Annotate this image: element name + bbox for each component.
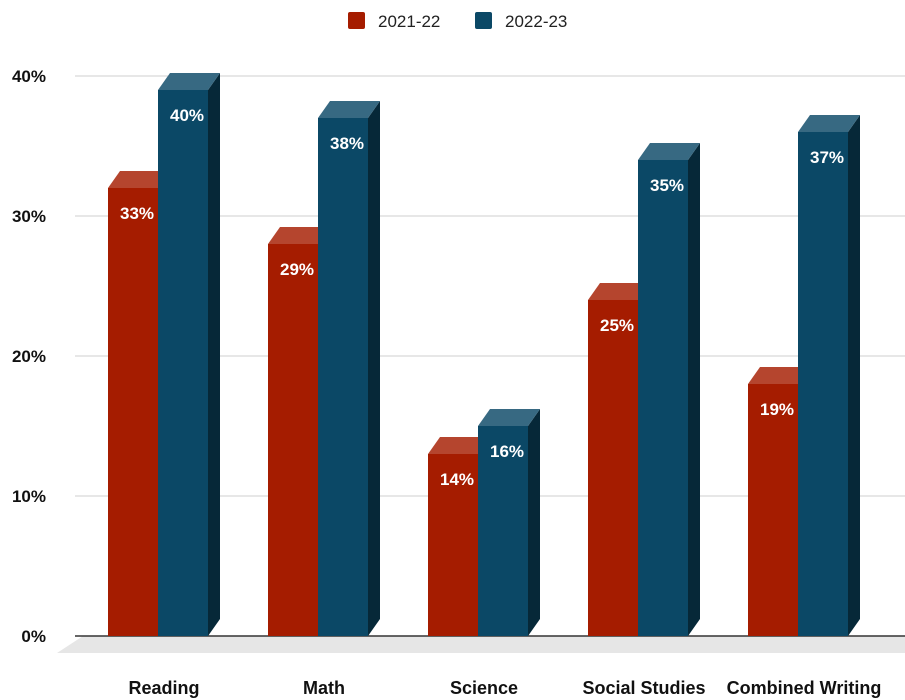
chart-floor	[57, 636, 905, 653]
data-label-2021-22-reading: 33%	[120, 204, 154, 223]
bar-top-face	[108, 171, 170, 188]
bar-front-face	[748, 384, 798, 636]
bar-side-face	[848, 115, 860, 636]
y-tick-label: 20%	[12, 347, 46, 366]
data-label-2022-23-combined-writing: 37%	[810, 148, 844, 167]
legend-item-2021-22: 2021-22	[348, 12, 440, 31]
data-labels: 33% 40% 29% 38% 14% 16% 25% 35% 19% 37%	[120, 106, 844, 489]
bar-front-face	[158, 90, 208, 636]
category-label-science: Science	[450, 678, 518, 698]
bar-front-face	[268, 244, 318, 636]
legend: 2021-22 2022-23	[348, 12, 567, 31]
bar-front-face	[108, 188, 158, 636]
bar-2021-22-combined-writing	[748, 367, 810, 636]
legend-swatch	[475, 12, 492, 29]
data-label-2021-22-science: 14%	[440, 470, 474, 489]
bar-2022-23-combined-writing	[798, 115, 860, 636]
chart-floor-surface	[57, 636, 905, 653]
bar-top-face	[588, 283, 650, 300]
bar-side-face	[208, 73, 220, 636]
bar-top-face	[268, 227, 330, 244]
legend-label: 2022-23	[505, 12, 567, 31]
bar-front-face	[798, 132, 848, 636]
bar-side-face	[528, 409, 540, 636]
bar-top-face	[478, 409, 540, 426]
bar-side-face	[688, 143, 700, 636]
bar-top-face	[748, 367, 810, 384]
y-axis-ticks: 0% 10% 20% 30% 40%	[12, 67, 46, 646]
data-label-2021-22-combined-writing: 19%	[760, 400, 794, 419]
category-label-math: Math	[303, 678, 345, 698]
bar-front-face	[428, 454, 478, 636]
bar-top-face	[318, 101, 380, 118]
data-label-2021-22-math: 29%	[280, 260, 314, 279]
bar-front-face	[318, 118, 368, 636]
bar-front-face	[638, 160, 688, 636]
data-label-2022-23-reading: 40%	[170, 106, 204, 125]
bar-2022-23-social-studies	[638, 143, 700, 636]
category-label-reading: Reading	[128, 678, 199, 698]
legend-item-2022-23: 2022-23	[475, 12, 567, 31]
data-label-2022-23-math: 38%	[330, 134, 364, 153]
bars	[108, 73, 860, 636]
bar-top-face	[638, 143, 700, 160]
category-label-combined-writing: Combined Writing	[727, 678, 882, 698]
bar-2022-23-math	[318, 101, 380, 636]
y-tick-label: 30%	[12, 207, 46, 226]
data-label-2022-23-science: 16%	[490, 442, 524, 461]
category-label-social-studies: Social Studies	[582, 678, 705, 698]
bar-2022-23-reading	[158, 73, 220, 636]
y-tick-label: 10%	[12, 487, 46, 506]
bar-2022-23-science	[478, 409, 540, 636]
bar-front-face	[588, 300, 638, 636]
bar-top-face	[798, 115, 860, 132]
bar-side-face	[368, 101, 380, 636]
y-tick-label: 40%	[12, 67, 46, 86]
legend-swatch	[348, 12, 365, 29]
y-tick-label: 0%	[21, 627, 46, 646]
category-labels: Reading Math Science Social Studies Combined…	[128, 678, 881, 698]
data-label-2021-22-social-studies: 25%	[600, 316, 634, 335]
bar-front-face	[478, 426, 528, 636]
bar-top-face	[428, 437, 490, 454]
data-label-2022-23-social-studies: 35%	[650, 176, 684, 195]
legend-label: 2021-22	[378, 12, 440, 31]
bar-top-face	[158, 73, 220, 90]
